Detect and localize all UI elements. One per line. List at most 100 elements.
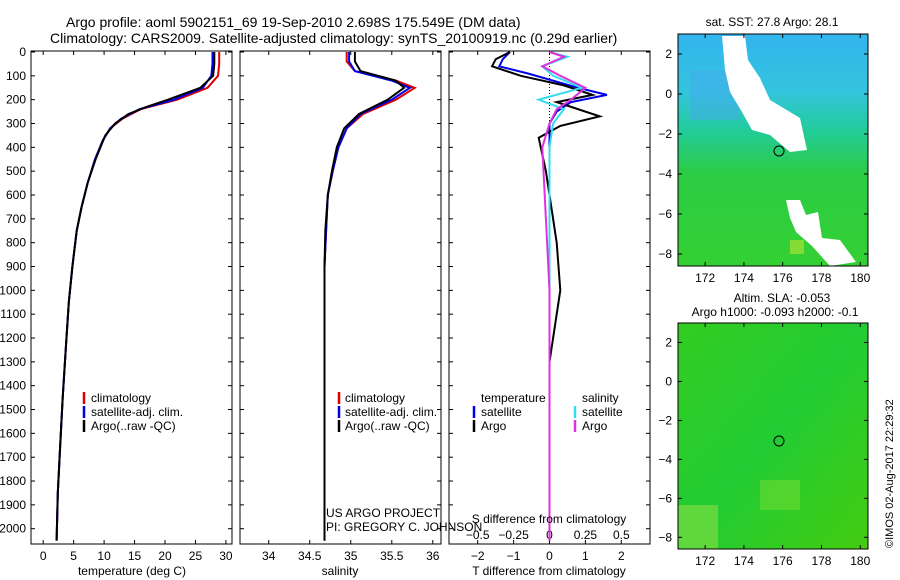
sst-map-green-spot [790, 240, 804, 254]
depth-tick-label: 1600 [0, 426, 26, 440]
legend-label-satellite-adj: satellite-adj. clim. [345, 405, 437, 419]
legend-label-s-argo: Argo [582, 419, 608, 433]
x-tick-label: 20 [158, 549, 172, 563]
temperature-x-label: temperature (deg C) [78, 564, 186, 578]
depth-tick-label: 1700 [0, 450, 26, 464]
legend-label-climatology: climatology [91, 391, 151, 405]
depth-tick-label: 400 [6, 140, 26, 154]
x-tick-label: 0 [40, 549, 47, 563]
x-tick2-label: 0.25 [574, 528, 598, 542]
temperature-legend: climatology satellite-adj. clim. Argo(..… [82, 391, 183, 433]
legend-header-salinity: salinity [582, 391, 619, 405]
x-tick-label: 36 [426, 549, 440, 563]
map-y-tick-label: 0 [665, 374, 672, 388]
legend-label-t-argo: Argo [481, 419, 507, 433]
difference-legend: temperature salinity satellite Argo sate… [472, 391, 623, 433]
map-y-tick-label: −4 [658, 167, 672, 181]
legend-label-t-satellite: satellite [481, 405, 522, 419]
depth-tick-label: 1300 [0, 355, 26, 369]
legend-label-satellite-adj: satellite-adj. clim. [91, 405, 183, 419]
depth-tick-label: 1000 [0, 283, 26, 297]
salinity-legend: climatology satellite-adj. clim. Argo(..… [337, 391, 437, 433]
depth-tick-label: 500 [6, 164, 26, 178]
header-line2: Climatology: CARS2009. Satellite-adjuste… [50, 30, 617, 46]
x-tick-label: 2 [618, 549, 625, 563]
map-x-tick-label: 180 [850, 271, 870, 285]
depth-tick-label: 700 [6, 212, 26, 226]
x-tick-label: 1 [582, 549, 589, 563]
map-y-tick-label: 2 [665, 335, 672, 349]
map-y-tick-label: −4 [658, 452, 672, 466]
salinity-chart: 34 34.5 35 35.5 36 [262, 51, 440, 563]
side-stamp: ©IMOS 02-Aug-2017 22:29:32 [884, 399, 896, 548]
x-tick-label: 0 [546, 549, 553, 563]
legend-label-argo: Argo(..raw -QC) [345, 419, 430, 433]
legend-header-temperature: temperature [481, 391, 546, 405]
salinity-x-label: salinity [322, 564, 359, 578]
depth-tick-label: 600 [6, 188, 26, 202]
map-x-tick-label: 180 [850, 554, 870, 568]
depth-tick-label: 1200 [0, 331, 26, 345]
sst-map [678, 34, 868, 266]
sst-map-field [678, 34, 868, 266]
t-difference-x-label: T difference from climatology [472, 564, 626, 578]
sst-map-frame [677, 33, 869, 267]
map-y-tick-label: −6 [658, 207, 672, 221]
sla-map-light-patch [760, 480, 800, 510]
map-y-tick-label: −2 [658, 413, 672, 427]
map-x-tick-label: 178 [811, 271, 831, 285]
depth-tick-label: 1400 [0, 379, 26, 393]
series-line [55, 52, 221, 541]
series-line [490, 51, 604, 541]
x-tick2-label: −0.5 [466, 528, 490, 542]
temperature-chart: 0 5 10 15 20 25 30 [40, 51, 233, 563]
series-line [540, 51, 588, 541]
map-x-tick-label: 174 [734, 271, 754, 285]
x-tick-label: 34 [262, 549, 276, 563]
map-y-tick-label: 2 [665, 47, 672, 61]
project-line1: US ARGO PROJECT [326, 506, 441, 520]
project-line2: PI: GREGORY C. JOHNSON [326, 520, 482, 534]
sst-map-argo-location [773, 145, 785, 157]
depth-tick-label: 800 [6, 236, 26, 250]
x-tick-label: 30 [219, 549, 233, 563]
series-line [323, 52, 406, 541]
x-tick-label: 35.5 [380, 549, 404, 563]
sst-map-title: sat. SST: 27.8 Argo: 28.1 [706, 15, 839, 29]
sst-map-cloud-mask [722, 36, 807, 152]
depth-tick-label: 2000 [0, 522, 26, 536]
x-tick2-label: 0.5 [613, 528, 630, 542]
depth-tick-label: 900 [6, 260, 26, 274]
temperature-panel-frame [30, 50, 233, 545]
sla-map-light-patch [678, 505, 718, 549]
map-y-tick-label: −2 [658, 127, 672, 141]
map-x-tick-label: 172 [695, 271, 715, 285]
legend-label-s-satellite: satellite [582, 405, 623, 419]
map-y-tick-label: −8 [658, 247, 672, 261]
map-x-tick-label: 174 [734, 554, 754, 568]
depth-tick-label: 200 [6, 93, 26, 107]
x-tick-label: 15 [128, 549, 142, 563]
sla-map-axes: 172 174 176 178 180 2 0 −2 −4 −6 −8 [658, 323, 871, 568]
salinity-panel-frame [239, 50, 442, 545]
sst-map-axes: 172 174 176 178 180 2 0 −2 −4 −6 −8 [658, 34, 871, 285]
x-tick2-label: −0.25 [498, 528, 529, 542]
map-x-tick-label: 172 [695, 554, 715, 568]
depth-tick-label: 0 [19, 45, 26, 59]
depth-tick-label: 300 [6, 117, 26, 131]
x-tick-label: 5 [70, 549, 77, 563]
map-y-tick-label: 0 [665, 87, 672, 101]
map-y-tick-label: −8 [658, 530, 672, 544]
x-tick-label: 25 [189, 549, 203, 563]
legend-label-climatology: climatology [345, 391, 405, 405]
x-tick-label: 34.5 [298, 549, 322, 563]
sla-map [678, 323, 868, 549]
depth-axis: 0 100 200 300 400 500 600 700 800 900 1000 1100 1200… [0, 45, 650, 536]
series-line [55, 52, 214, 541]
map-x-tick-label: 178 [811, 554, 831, 568]
sla-map-argo-location [773, 435, 785, 447]
x-tick-label: −2 [471, 549, 485, 563]
map-x-tick-label: 176 [773, 271, 793, 285]
sla-map-title1: Altim. SLA: -0.053 [734, 291, 831, 305]
